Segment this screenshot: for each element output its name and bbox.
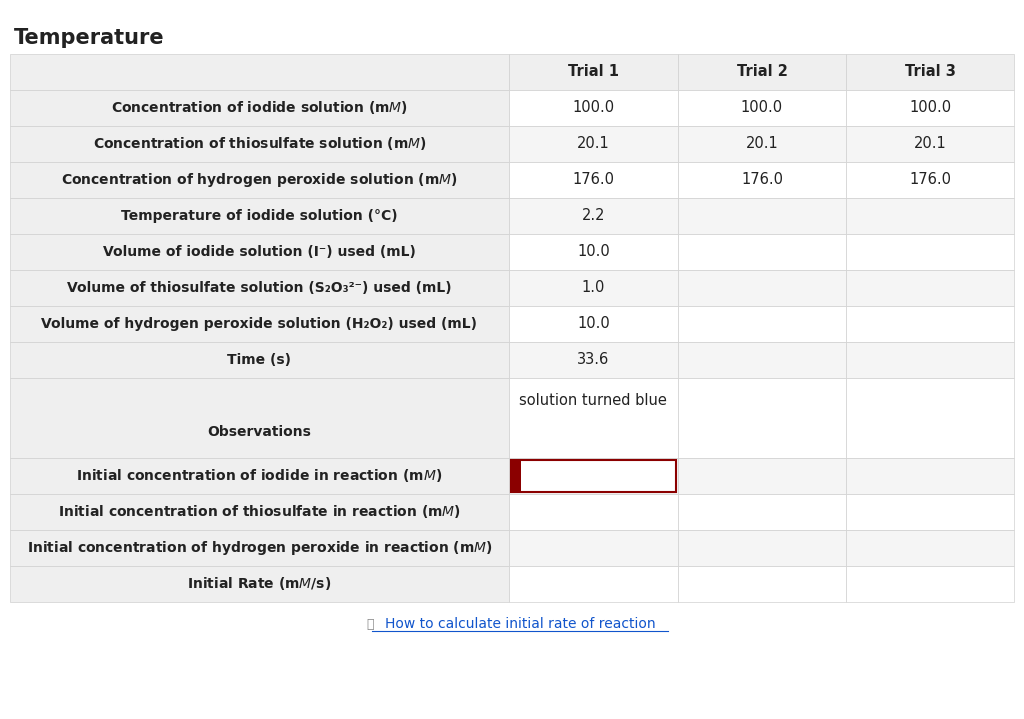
Bar: [509, 530, 678, 566]
Bar: [678, 90, 846, 126]
Bar: [846, 90, 1014, 126]
Bar: [509, 458, 678, 494]
Text: Initial concentration of iodide in reaction (m$\mathit{M}$): Initial concentration of iodide in react…: [77, 467, 442, 485]
Bar: [678, 126, 846, 162]
Bar: [678, 530, 846, 566]
Bar: [509, 162, 678, 198]
Bar: [846, 234, 1014, 270]
Bar: [846, 270, 1014, 306]
Bar: [846, 342, 1014, 378]
Text: Initial concentration of thiosulfate in reaction (m$\mathit{M}$): Initial concentration of thiosulfate in …: [58, 503, 461, 521]
Bar: [10, 494, 509, 530]
Text: Temperature: Temperature: [14, 28, 165, 48]
Bar: [10, 126, 509, 162]
Bar: [509, 234, 678, 270]
Bar: [509, 90, 678, 126]
Bar: [10, 234, 509, 270]
Bar: [10, 306, 509, 342]
Text: Volume of thiosulfate solution (S₂O₃²⁻) used (mL): Volume of thiosulfate solution (S₂O₃²⁻) …: [68, 281, 452, 295]
Bar: [509, 566, 678, 602]
Text: 100.0: 100.0: [741, 101, 783, 116]
Bar: [511, 460, 676, 492]
Text: Concentration of hydrogen peroxide solution (m$\mathit{M}$): Concentration of hydrogen peroxide solut…: [61, 171, 458, 189]
Text: Volume of hydrogen peroxide solution (H₂O₂) used (mL): Volume of hydrogen peroxide solution (H₂…: [42, 317, 477, 331]
Text: Observations: Observations: [208, 426, 311, 439]
Bar: [509, 306, 678, 342]
Text: Initial Rate (m$\mathit{M}$/s): Initial Rate (m$\mathit{M}$/s): [187, 575, 332, 592]
Bar: [678, 306, 846, 342]
Text: 20.1: 20.1: [913, 137, 946, 152]
Text: 2.2: 2.2: [582, 209, 605, 224]
Text: 20.1: 20.1: [577, 137, 609, 152]
Bar: [10, 198, 509, 234]
Bar: [10, 270, 509, 306]
Text: Concentration of thiosulfate solution (m$\mathit{M}$): Concentration of thiosulfate solution (m…: [92, 135, 426, 152]
Text: 1.0: 1.0: [582, 280, 605, 296]
Text: 33.6: 33.6: [578, 352, 609, 367]
Bar: [509, 378, 678, 458]
Bar: [678, 566, 846, 602]
Bar: [678, 458, 846, 494]
Bar: [10, 90, 509, 126]
Text: Trial 3: Trial 3: [905, 65, 955, 80]
Bar: [509, 270, 678, 306]
Bar: [10, 378, 509, 458]
Bar: [10, 566, 509, 602]
Text: 10.0: 10.0: [577, 244, 609, 260]
Text: Volume of iodide solution (I⁻) used (mL): Volume of iodide solution (I⁻) used (mL): [103, 245, 416, 259]
Text: Trial 1: Trial 1: [568, 65, 618, 80]
Bar: [846, 530, 1014, 566]
Text: 20.1: 20.1: [745, 137, 778, 152]
Text: 176.0: 176.0: [572, 173, 614, 188]
Bar: [678, 494, 846, 530]
Text: 176.0: 176.0: [741, 173, 783, 188]
Bar: [846, 126, 1014, 162]
Text: Time (s): Time (s): [227, 353, 292, 367]
Bar: [846, 198, 1014, 234]
Bar: [678, 270, 846, 306]
Bar: [846, 494, 1014, 530]
Text: Trial 2: Trial 2: [736, 65, 787, 80]
Text: solution turned blue: solution turned blue: [519, 393, 668, 408]
Text: 100.0: 100.0: [909, 101, 951, 116]
Text: Temperature of iodide solution (°C): Temperature of iodide solution (°C): [121, 209, 397, 223]
Bar: [846, 458, 1014, 494]
Bar: [509, 198, 678, 234]
Bar: [846, 566, 1014, 602]
Bar: [509, 342, 678, 378]
Bar: [846, 54, 1014, 90]
Bar: [511, 460, 521, 492]
Bar: [10, 54, 509, 90]
Bar: [509, 54, 678, 90]
Bar: [846, 378, 1014, 458]
Bar: [678, 162, 846, 198]
Text: 100.0: 100.0: [572, 101, 614, 116]
Bar: [846, 162, 1014, 198]
Text: 176.0: 176.0: [909, 173, 951, 188]
Bar: [10, 530, 509, 566]
Bar: [10, 458, 509, 494]
Bar: [10, 162, 509, 198]
Bar: [678, 198, 846, 234]
Bar: [678, 342, 846, 378]
Bar: [678, 234, 846, 270]
Bar: [678, 54, 846, 90]
Bar: [10, 342, 509, 378]
Text: How to calculate initial rate of reaction: How to calculate initial rate of reactio…: [385, 617, 655, 631]
Text: Concentration of iodide solution (m$\mathit{M}$): Concentration of iodide solution (m$\mat…: [111, 99, 408, 116]
Text: 10.0: 10.0: [577, 316, 609, 331]
Bar: [509, 126, 678, 162]
Text: Initial concentration of hydrogen peroxide in reaction (m$\mathit{M}$): Initial concentration of hydrogen peroxi…: [27, 539, 493, 557]
Bar: [678, 378, 846, 458]
Bar: [509, 494, 678, 530]
Text: 🏷: 🏷: [367, 618, 374, 631]
Bar: [846, 306, 1014, 342]
